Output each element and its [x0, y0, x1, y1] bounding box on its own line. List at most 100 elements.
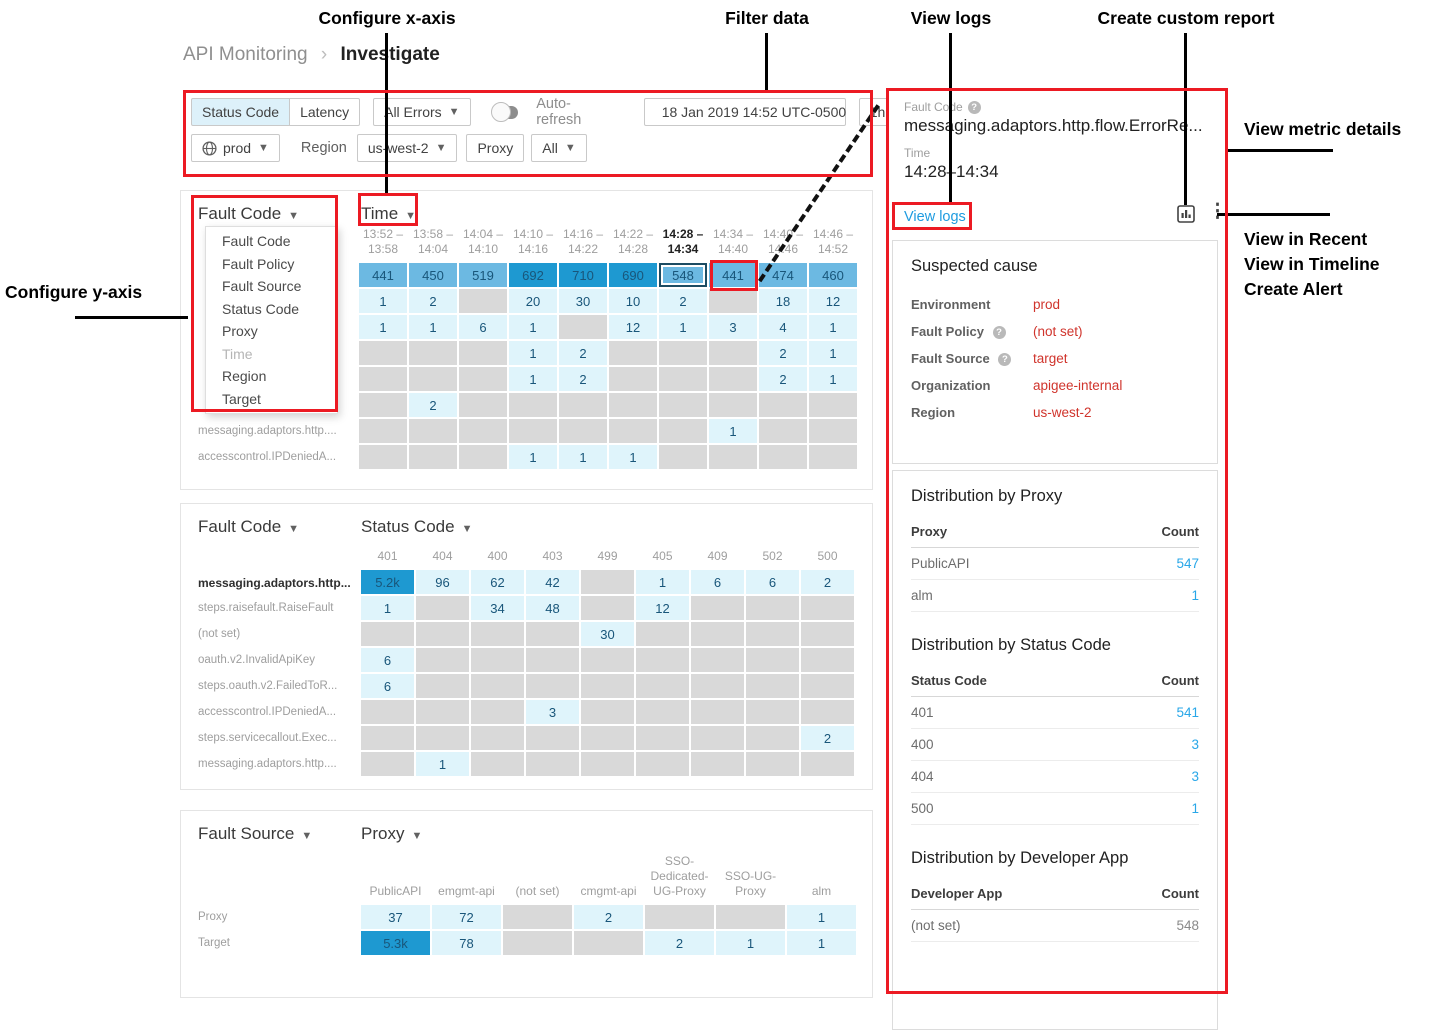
- heatmap-cell[interactable]: [801, 648, 854, 672]
- heatmap-cell[interactable]: [709, 289, 757, 313]
- heatmap-cell[interactable]: [691, 752, 744, 776]
- heatmap-cell[interactable]: [636, 752, 689, 776]
- region-dropdown[interactable]: us-west-2 ▼: [356, 134, 458, 162]
- heatmap-cell[interactable]: 441: [709, 263, 757, 287]
- auto-refresh-toggle[interactable]: [490, 101, 519, 122]
- heatmap-cell[interactable]: 1: [509, 315, 557, 339]
- menu-item-status-code[interactable]: Status Code: [222, 300, 300, 317]
- heatmap-cell[interactable]: [746, 596, 799, 620]
- distribution-count-link[interactable]: 3: [1191, 769, 1199, 784]
- heatmap-cell[interactable]: 12: [609, 315, 657, 339]
- x-axis-selector[interactable]: Proxy ▼: [361, 824, 423, 843]
- heatmap-cell[interactable]: [709, 367, 757, 391]
- menu-item-proxy[interactable]: Proxy: [222, 323, 258, 339]
- heatmap-cell[interactable]: 1: [636, 570, 689, 594]
- heatmap-cell[interactable]: [809, 419, 857, 443]
- heatmap-cell[interactable]: 4: [759, 315, 807, 339]
- heatmap-cell[interactable]: [471, 726, 524, 750]
- heatmap-cell[interactable]: 1: [509, 445, 557, 469]
- heatmap-cell[interactable]: [459, 445, 507, 469]
- heatmap-cell[interactable]: [471, 622, 524, 646]
- heatmap-cell[interactable]: [691, 726, 744, 750]
- heatmap-cell[interactable]: 37: [361, 905, 430, 929]
- heatmap-cell[interactable]: [691, 622, 744, 646]
- heatmap-cell[interactable]: 62: [471, 570, 524, 594]
- help-icon[interactable]: ?: [967, 101, 981, 114]
- heatmap-cell[interactable]: 34: [471, 596, 524, 620]
- heatmap-cell[interactable]: [416, 674, 469, 698]
- heatmap-cell[interactable]: [409, 341, 457, 365]
- heatmap-cell[interactable]: 2: [559, 341, 607, 365]
- heatmap-cell[interactable]: [459, 393, 507, 417]
- heatmap-cell[interactable]: 2: [645, 931, 714, 955]
- heatmap-cell[interactable]: [746, 622, 799, 646]
- y-axis-selector[interactable]: Fault Source ▼: [198, 824, 313, 843]
- heatmap-cell[interactable]: [636, 726, 689, 750]
- bar-chart-icon[interactable]: [1177, 205, 1195, 223]
- heatmap-cell[interactable]: [581, 700, 634, 724]
- heatmap-cell[interactable]: [746, 700, 799, 724]
- heatmap-cell[interactable]: 1: [809, 341, 857, 365]
- heatmap-cell[interactable]: [659, 445, 707, 469]
- heatmap-cell[interactable]: [409, 445, 457, 469]
- heatmap-cell[interactable]: [459, 289, 507, 313]
- heatmap-cell[interactable]: [361, 700, 414, 724]
- heatmap-cell[interactable]: 710: [559, 263, 607, 287]
- heatmap-cell[interactable]: [409, 367, 457, 391]
- heatmap-cell[interactable]: [416, 622, 469, 646]
- heatmap-cell[interactable]: 6: [746, 570, 799, 594]
- heatmap-cell[interactable]: [361, 752, 414, 776]
- heatmap-cell[interactable]: [526, 726, 579, 750]
- menu-item-fault-policy[interactable]: Fault Policy: [222, 255, 295, 272]
- heatmap-cell[interactable]: [503, 905, 572, 929]
- heatmap-cell[interactable]: 6: [361, 674, 414, 698]
- heatmap-cell[interactable]: 1: [787, 905, 856, 929]
- menu-item-fault-code[interactable]: Fault Code: [222, 233, 291, 249]
- kebab-menu-icon[interactable]: ⋮: [1208, 201, 1227, 222]
- distribution-count-link[interactable]: 1: [1191, 588, 1199, 603]
- heatmap-cell[interactable]: [581, 726, 634, 750]
- heatmap-cell[interactable]: [801, 700, 854, 724]
- heatmap-cell[interactable]: 450: [409, 263, 457, 287]
- heatmap-cell[interactable]: [809, 445, 857, 469]
- heatmap-cell[interactable]: [659, 393, 707, 417]
- menu-item-target[interactable]: Target: [222, 390, 261, 407]
- heatmap-cell[interactable]: 2: [574, 905, 643, 929]
- heatmap-cell[interactable]: 1: [716, 931, 785, 955]
- heatmap-cell[interactable]: 548: [659, 263, 707, 287]
- heatmap-cell[interactable]: [659, 419, 707, 443]
- heatmap-cell[interactable]: [416, 726, 469, 750]
- heatmap-cell[interactable]: [559, 393, 607, 417]
- x-axis-selector[interactable]: Time ▼: [361, 204, 417, 223]
- heatmap-cell[interactable]: [359, 393, 407, 417]
- heatmap-cell[interactable]: 1: [409, 315, 457, 339]
- heatmap-cell[interactable]: 1: [361, 596, 414, 620]
- heatmap-cell[interactable]: 1: [416, 752, 469, 776]
- heatmap-cell[interactable]: [416, 596, 469, 620]
- heatmap-cell[interactable]: [581, 674, 634, 698]
- heatmap-cell[interactable]: [691, 596, 744, 620]
- help-icon[interactable]: ?: [992, 326, 1006, 339]
- heatmap-cell[interactable]: [636, 622, 689, 646]
- heatmap-cell[interactable]: 1: [509, 341, 557, 365]
- menu-item-fault-source[interactable]: Fault Source: [222, 278, 302, 294]
- distribution-count-link[interactable]: 547: [1176, 556, 1199, 571]
- heatmap-cell[interactable]: [759, 445, 807, 469]
- heatmap-cell[interactable]: [636, 648, 689, 672]
- heatmap-cell[interactable]: 460: [809, 263, 857, 287]
- heatmap-cell[interactable]: 2: [409, 289, 457, 313]
- heatmap-cell[interactable]: [759, 393, 807, 417]
- heatmap-cell[interactable]: 6: [459, 315, 507, 339]
- heatmap-cell[interactable]: 42: [526, 570, 579, 594]
- heatmap-cell[interactable]: [459, 367, 507, 391]
- heatmap-cell[interactable]: [359, 445, 407, 469]
- heatmap-cell[interactable]: 474: [759, 263, 807, 287]
- proxy-filter-dropdown[interactable]: All ▼: [531, 134, 587, 162]
- heatmap-cell[interactable]: 1: [609, 445, 657, 469]
- distribution-count-link[interactable]: 3: [1191, 737, 1199, 752]
- x-axis-selector[interactable]: Status Code ▼: [361, 517, 473, 536]
- heatmap-cell[interactable]: 1: [359, 315, 407, 339]
- heatmap-cell[interactable]: [809, 393, 857, 417]
- heatmap-cell[interactable]: [746, 752, 799, 776]
- heatmap-cell[interactable]: 2: [759, 341, 807, 365]
